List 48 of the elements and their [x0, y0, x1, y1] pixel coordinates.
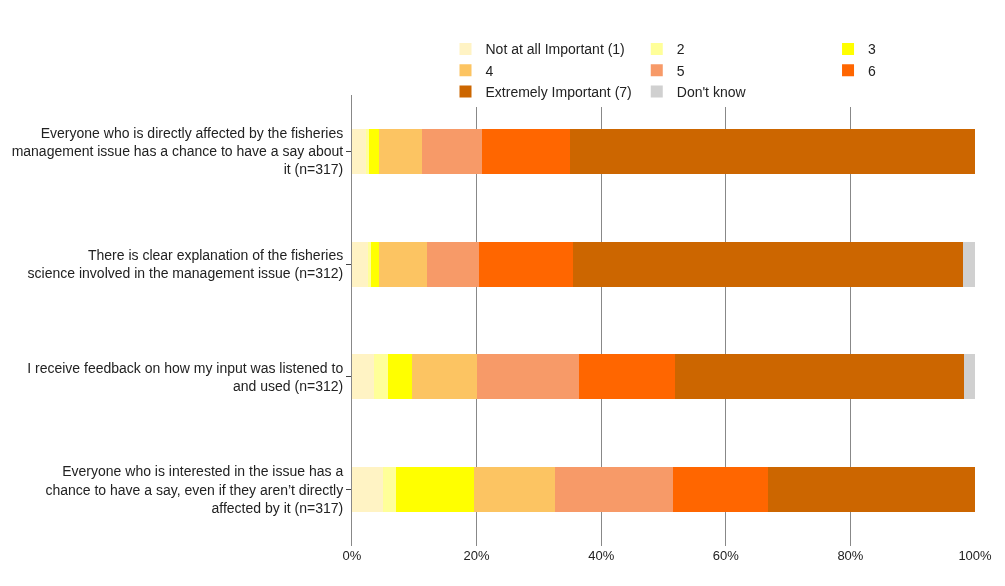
legend-label: 6: [868, 62, 877, 79]
legend-label: 4: [485, 62, 494, 79]
bar: [379, 241, 428, 287]
x-tick-label: 100%: [958, 548, 993, 563]
x-tick-label: 40%: [588, 548, 615, 563]
legend-label: 5: [676, 62, 685, 79]
legend-label: 3: [868, 41, 877, 58]
legend-label: Don't know: [676, 83, 747, 100]
bar: [573, 241, 964, 287]
bar: [378, 128, 423, 174]
x-tick-label: 20%: [463, 548, 491, 563]
y-tick-label: There is clear explanation of the fisheries science involved in the management issue (n=312): [27, 246, 344, 282]
bar: [352, 128, 367, 174]
bar: [395, 467, 475, 513]
bar: [675, 354, 965, 400]
bar: [672, 467, 769, 513]
bar: [479, 241, 574, 287]
bar: [963, 241, 975, 287]
bar: [352, 467, 384, 513]
bar: [427, 241, 480, 287]
bar: [578, 354, 676, 400]
legend-label: 2: [676, 41, 685, 58]
y-tick-label: I receive feedback on how my input was listened to and used (n=312): [27, 359, 344, 394]
bar: [570, 128, 975, 174]
bar: [387, 354, 412, 400]
bar: [367, 241, 371, 287]
bar: [369, 128, 379, 174]
bar: [482, 128, 571, 174]
x-tick-label: 80%: [837, 548, 864, 563]
bar: [964, 354, 975, 400]
y-tick-label: Everyone who is interested in the issue has a chance to have a say, even if they aren’t directly affected by it (n=317): [45, 463, 344, 516]
legend-label: Not at all Important (1): [485, 41, 625, 58]
bar: [422, 128, 483, 174]
bar: [352, 354, 374, 400]
bar: [370, 241, 380, 287]
bar: [352, 241, 368, 287]
bar: [366, 128, 370, 174]
x-tick-label: 0%: [342, 548, 362, 563]
bar: [555, 467, 673, 513]
bar: [474, 467, 556, 513]
bar: [476, 354, 579, 400]
x-tick-label: 60%: [712, 548, 740, 563]
legend-label: Extremely Important (7): [485, 83, 632, 100]
bar: [768, 467, 975, 513]
y-tick-label: Everyone who is directly affected by the fisheries management issue has a chance to have a say about it (n=317): [11, 125, 344, 178]
bar: [411, 354, 477, 400]
bar: [373, 354, 388, 400]
bar: [383, 467, 396, 513]
